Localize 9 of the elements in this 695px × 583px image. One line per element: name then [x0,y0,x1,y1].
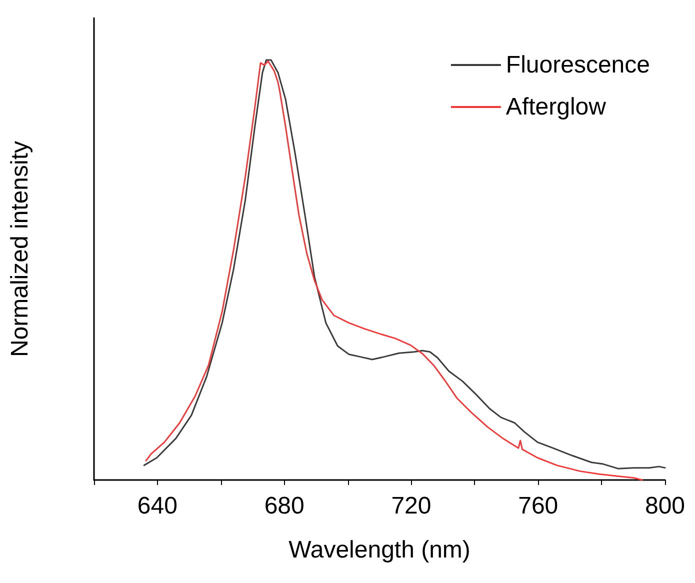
x-tick-label: 680 [264,492,304,520]
x-axis-title: Wavelength (nm) [288,536,470,564]
x-tick-label: 760 [518,492,558,520]
y-axis-title: Normalized intensity [6,140,34,358]
legend-label: Afterglow [506,94,607,120]
x-tick-label: 640 [137,492,178,520]
legend-label: Fluorescence [506,52,650,78]
x-tick-label: 800 [644,492,686,520]
x-tick-label: 720 [391,492,432,520]
